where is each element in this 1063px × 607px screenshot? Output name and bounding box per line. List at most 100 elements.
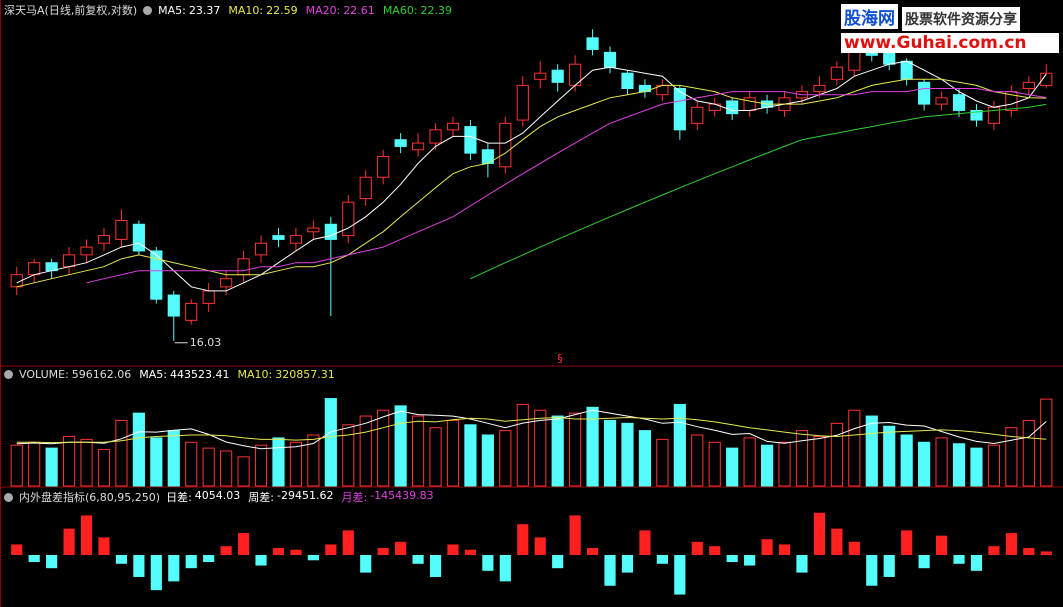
volume-bar [202, 447, 215, 487]
diff-bar [953, 555, 965, 564]
diff-bar [342, 530, 354, 555]
diff-bar [761, 539, 773, 555]
legend-value: 22.39 [420, 3, 453, 17]
legend-name: MA10 [228, 4, 263, 17]
diff-bar [586, 547, 599, 555]
legend-item: 周差-29451.62 [248, 489, 333, 505]
diff-bar [98, 537, 110, 555]
legend-item: MA2022.61 [306, 4, 375, 17]
candle-body [516, 84, 529, 121]
diff-bar [935, 535, 948, 555]
volume-bar [289, 441, 303, 487]
volume-bar [446, 419, 460, 487]
volume-bar [795, 430, 809, 487]
legend-name: MA10 [238, 368, 273, 381]
legend: VOLUME596162.06 MA5443523.41 MA10320857.31 [19, 368, 335, 381]
diff-bar [168, 555, 180, 582]
subtitle: (日线,前复权,对数) [44, 4, 138, 17]
diff-bar [28, 555, 40, 563]
candle-body [952, 94, 966, 111]
volume-bar [28, 441, 41, 487]
legend-item: 月差-145439.83 [341, 489, 433, 505]
volume-bar [429, 427, 442, 487]
candle-body [62, 254, 76, 268]
icon [4, 370, 13, 379]
diff-bar [726, 555, 738, 563]
volume-bar [272, 437, 285, 487]
candle-body [307, 227, 320, 233]
candle-body [691, 106, 704, 124]
volume-bar [97, 449, 111, 487]
candle-body [429, 129, 442, 144]
diff-bar [534, 537, 546, 555]
legend-item: MA523.37 [158, 4, 220, 17]
legend-value: 4054.03 [194, 489, 241, 502]
volume-bar [45, 447, 58, 487]
volume-bar [726, 447, 739, 487]
diff-bar [639, 530, 651, 555]
diff-bar [150, 555, 162, 591]
legend-value: -145439.83 [370, 489, 434, 502]
volume-bar [848, 409, 861, 487]
candle-body [272, 235, 285, 240]
diff-bar [307, 555, 319, 561]
volume-bar [691, 434, 704, 487]
candle-body [673, 87, 686, 131]
diff-bar [290, 549, 302, 555]
volume-bar [935, 437, 948, 487]
volume-bar [673, 403, 686, 487]
diff-bar [272, 547, 285, 555]
volume-bar [778, 441, 791, 487]
candle-body [202, 290, 215, 304]
volume-bar [900, 434, 913, 487]
legend-value: 23.37 [188, 3, 221, 17]
volume-bar [324, 398, 337, 487]
legend-value: 320857.31 [275, 368, 335, 381]
volume-bar [708, 441, 721, 487]
ma-line [16, 78, 1047, 288]
volume-bar [62, 435, 76, 487]
diff-bar [709, 546, 721, 555]
diff-bar [517, 524, 529, 555]
diff-bar [970, 555, 983, 571]
diff-bar [866, 555, 878, 586]
volume-bar [342, 424, 355, 487]
candle-body [813, 84, 826, 93]
volume-bar [865, 415, 878, 487]
candle-body [80, 246, 93, 256]
volume-bar [970, 447, 983, 487]
diff-bar [674, 555, 686, 595]
candle-body [970, 109, 983, 121]
diff-bar [46, 555, 58, 569]
candle-body [342, 201, 355, 237]
volume-bar [952, 443, 966, 487]
diff-bar [901, 530, 913, 555]
watermark-url: www.Guhai.com.cn [841, 33, 1059, 53]
candle-body [586, 37, 599, 50]
volume-bar [185, 441, 198, 487]
volume-bar [411, 415, 425, 487]
candle-body [935, 97, 948, 105]
diff-bar [325, 544, 337, 555]
legend-name: MA20 [306, 4, 341, 17]
candle-body [377, 156, 390, 178]
diff-bar [185, 555, 197, 569]
legend: MA523.37 MA1022.59 MA2022.61 MA6022.39 [158, 4, 452, 17]
candle-body [499, 122, 512, 168]
legend-value: 22.61 [343, 3, 375, 17]
volume-bar [220, 450, 233, 487]
volume-ma-line [16, 416, 1047, 444]
legend-name: MA60 [383, 4, 418, 17]
volume-bar [167, 430, 180, 487]
volume-bar [656, 438, 669, 487]
candle-body [115, 220, 128, 240]
legend-name: 周差 [248, 489, 274, 505]
diff-bar [691, 541, 703, 555]
diff-bar [447, 544, 459, 555]
diff-bar [1005, 533, 1017, 555]
diff-bar [813, 512, 826, 555]
legend-item: MA10320857.31 [238, 368, 335, 381]
volume-bar [516, 403, 529, 487]
indicator-title: 内外盘差指标(6,80,95,250) [19, 491, 161, 504]
